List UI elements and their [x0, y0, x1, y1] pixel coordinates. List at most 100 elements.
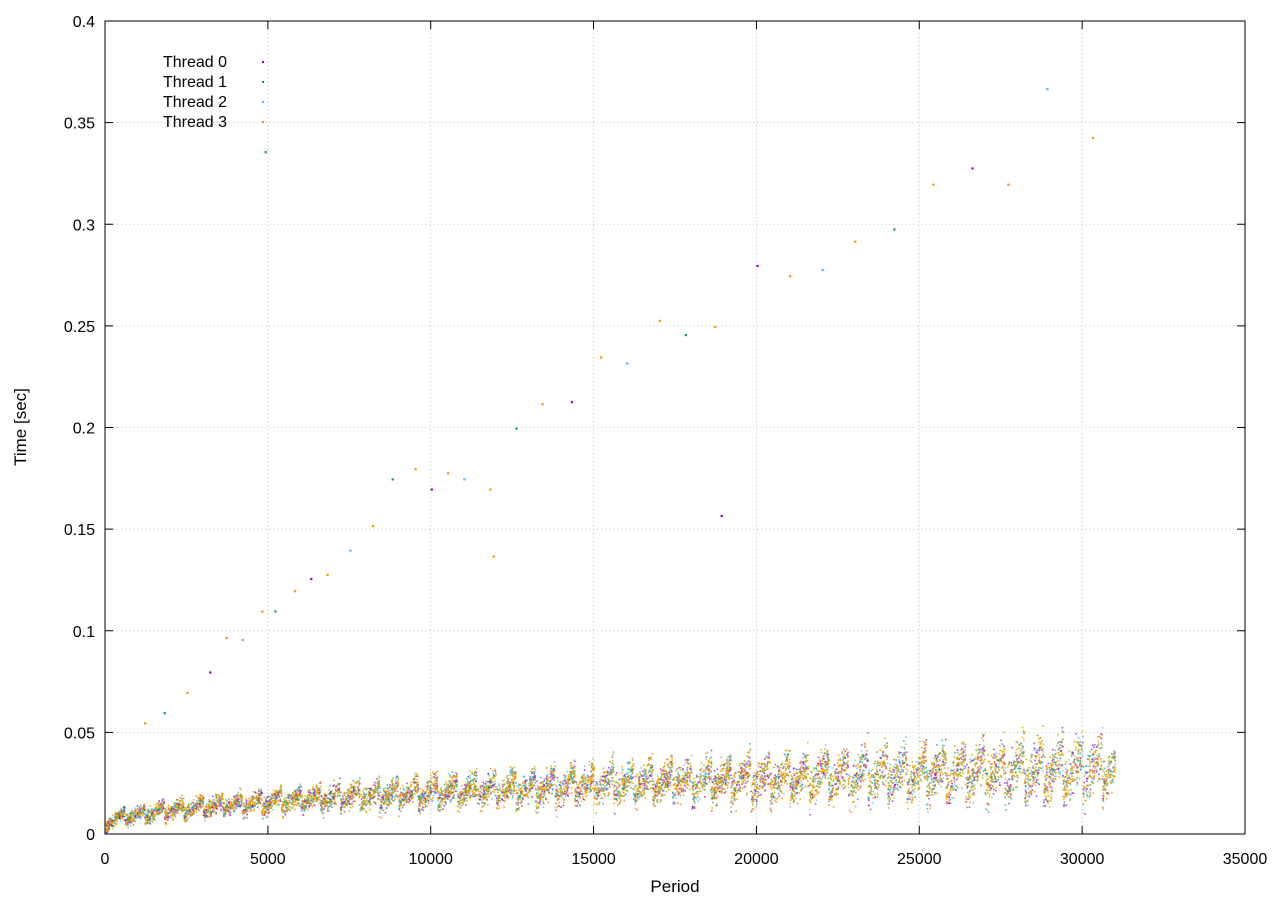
data-point: [170, 809, 172, 811]
data-point: [895, 759, 897, 761]
data-point: [771, 784, 773, 786]
data-point: [131, 810, 133, 812]
data-point: [1044, 785, 1046, 787]
data-point: [1101, 744, 1103, 746]
data-point: [934, 792, 936, 794]
data-point: [886, 747, 888, 749]
data-point: [313, 788, 315, 790]
data-point: [874, 795, 876, 797]
data-point: [443, 790, 445, 792]
data-point: [346, 797, 348, 799]
data-point: [982, 734, 984, 736]
data-point: [977, 758, 979, 760]
data-point: [1082, 751, 1084, 753]
data-point: [943, 756, 945, 758]
data-point: [542, 793, 544, 795]
data-point: [570, 766, 572, 768]
data-point: [1017, 781, 1019, 783]
data-point: [1008, 803, 1010, 805]
data-point: [559, 798, 561, 800]
data-point: [477, 803, 479, 805]
data-point: [993, 749, 995, 751]
data-point: [473, 796, 475, 798]
data-point: [1050, 779, 1052, 781]
data-point: [837, 762, 839, 764]
data-point: [770, 804, 772, 806]
data-point: [903, 740, 905, 742]
data-point: [677, 781, 679, 783]
data-point: [773, 767, 775, 769]
data-point: [397, 781, 399, 783]
data-point: [697, 800, 699, 802]
data-point: [991, 780, 993, 782]
data-point: [259, 802, 261, 804]
data-point: [538, 785, 540, 787]
data-point: [639, 771, 641, 773]
data-point: [402, 794, 404, 796]
data-point: [795, 798, 797, 800]
data-point: [252, 803, 254, 805]
data-point: [494, 769, 496, 771]
data-point: [1089, 751, 1091, 753]
data-point: [296, 804, 298, 806]
data-point: [999, 782, 1001, 784]
data-point: [403, 805, 405, 807]
data-point: [568, 793, 570, 795]
data-point: [731, 798, 733, 800]
data-point: [614, 781, 616, 783]
data-point: [1008, 786, 1010, 788]
data-point: [769, 785, 771, 787]
data-point: [1095, 766, 1097, 768]
data-point: [1112, 778, 1114, 780]
data-point: [882, 781, 884, 783]
data-point: [325, 798, 327, 800]
data-point: [420, 788, 422, 790]
data-point: [375, 803, 377, 805]
data-point: [1088, 766, 1090, 768]
data-point: [1047, 791, 1049, 793]
data-point: [302, 796, 304, 798]
data-point: [539, 786, 541, 788]
data-point: [838, 759, 840, 761]
data-point: [819, 777, 821, 779]
data-point: [1069, 763, 1071, 765]
data-point: [610, 780, 612, 782]
data-point: [960, 750, 962, 752]
data-point: [602, 784, 604, 786]
data-point: [804, 775, 806, 777]
data-point: [820, 749, 822, 751]
data-point: [970, 795, 972, 797]
data-point: [1113, 750, 1115, 752]
data-point: [1070, 773, 1072, 775]
data-point: [1112, 767, 1114, 769]
data-point: [1060, 765, 1062, 767]
data-point: [249, 810, 251, 812]
data-point: [1092, 745, 1094, 747]
data-point: [151, 808, 153, 810]
data-point: [1102, 770, 1104, 772]
data-point: [1059, 759, 1061, 761]
data-point: [919, 771, 921, 773]
data-point: [984, 768, 986, 770]
data-point: [497, 799, 499, 801]
data-point: [1027, 795, 1029, 797]
data-point: [465, 786, 467, 788]
data-point: [957, 786, 959, 788]
data-point: [575, 805, 577, 807]
data-point: [688, 774, 690, 776]
data-point: [1048, 795, 1050, 797]
data-point: [431, 799, 433, 801]
data-point: [911, 787, 913, 789]
data-point: [1111, 753, 1113, 755]
data-point: [984, 755, 986, 757]
data-point: [876, 782, 878, 784]
data-point: [556, 786, 558, 788]
data-point: [410, 786, 412, 788]
data-point: [1076, 784, 1078, 786]
data-point: [1086, 792, 1088, 794]
data-point: [671, 764, 673, 766]
data-point: [884, 745, 886, 747]
data-point: [969, 801, 971, 803]
data-point: [1008, 764, 1010, 766]
data-point: [814, 796, 816, 798]
